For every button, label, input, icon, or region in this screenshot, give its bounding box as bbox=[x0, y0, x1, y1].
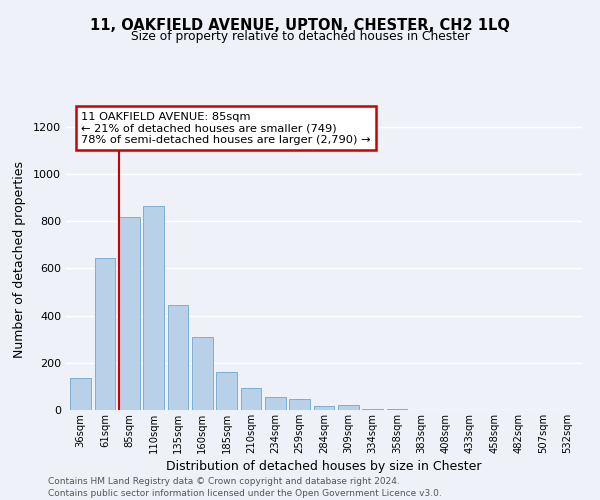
Bar bbox=[338, 406, 359, 410]
Bar bbox=[362, 409, 383, 410]
Text: 11 OAKFIELD AVENUE: 85sqm
← 21% of detached houses are smaller (749)
78% of semi: 11 OAKFIELD AVENUE: 85sqm ← 21% of detac… bbox=[82, 112, 371, 144]
Text: Contains public sector information licensed under the Open Government Licence v3: Contains public sector information licen… bbox=[48, 489, 442, 498]
Bar bbox=[216, 372, 237, 410]
Bar bbox=[241, 388, 262, 410]
Bar bbox=[119, 218, 140, 410]
Bar bbox=[95, 258, 115, 410]
Bar bbox=[70, 378, 91, 410]
Bar bbox=[143, 206, 164, 410]
Text: Size of property relative to detached houses in Chester: Size of property relative to detached ho… bbox=[131, 30, 469, 43]
Bar bbox=[265, 397, 286, 410]
Y-axis label: Number of detached properties: Number of detached properties bbox=[13, 162, 26, 358]
Bar bbox=[314, 406, 334, 410]
Bar bbox=[192, 337, 212, 410]
Bar bbox=[289, 400, 310, 410]
Text: Contains HM Land Registry data © Crown copyright and database right 2024.: Contains HM Land Registry data © Crown c… bbox=[48, 478, 400, 486]
Text: 11, OAKFIELD AVENUE, UPTON, CHESTER, CH2 1LQ: 11, OAKFIELD AVENUE, UPTON, CHESTER, CH2… bbox=[90, 18, 510, 32]
X-axis label: Distribution of detached houses by size in Chester: Distribution of detached houses by size … bbox=[166, 460, 482, 473]
Bar bbox=[167, 305, 188, 410]
